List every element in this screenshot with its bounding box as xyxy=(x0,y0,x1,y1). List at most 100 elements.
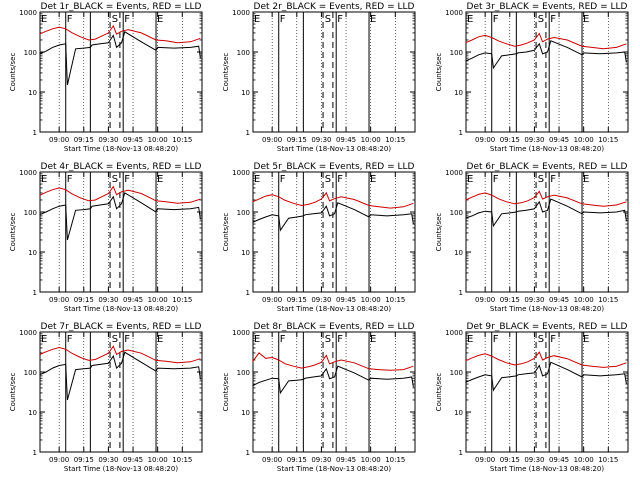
x-axis-label: Start Time (18-Nov-13 08:48:20) xyxy=(277,465,391,473)
x-tick-label: 10:15 xyxy=(172,296,192,304)
x-tick-label: 09:15 xyxy=(500,136,520,144)
plot-frame xyxy=(252,11,416,133)
x-tick-label: 09:45 xyxy=(549,136,569,144)
y-tick-label: 10 xyxy=(241,409,250,417)
series-line-lld xyxy=(39,24,201,44)
x-tick-label: 10:15 xyxy=(385,136,405,144)
x-tick-label: 09:30 xyxy=(311,136,331,144)
chart-title: Det 4r_BLACK = Events, RED = LLD xyxy=(41,162,202,172)
x-tick-label: 09:45 xyxy=(123,136,143,144)
marker-label-e: E xyxy=(370,174,376,185)
x-tick-label: 09:15 xyxy=(500,296,520,304)
y-tick-label: 1000 xyxy=(445,9,463,17)
x-tick-label: 09:30 xyxy=(524,136,544,144)
chart-title: Det 2r_BLACK = Events, RED = LLD xyxy=(254,2,415,12)
x-tick-label: 09:45 xyxy=(549,296,569,304)
y-tick-label: 10 xyxy=(241,89,250,97)
series-line-events xyxy=(252,202,414,232)
y-tick-label: 100 xyxy=(237,209,250,217)
x-tick-label: 09:45 xyxy=(336,136,356,144)
x-tick-label: 09:45 xyxy=(123,456,143,464)
chart-panel-4: Det 4r_BLACK = Events, RED = LLD 1 10 100 10… xyxy=(9,162,203,313)
x-tick-label: 10:00 xyxy=(361,136,381,144)
marker-label-e: E xyxy=(41,174,47,185)
chart-title: Det 3r_BLACK = Events, RED = LLD xyxy=(467,2,628,12)
chart-title: Det 7r_BLACK = Events, RED = LLD xyxy=(41,322,202,332)
chart-panel-1: Det 1r_BLACK = Events, RED = LLD 1 10 100 10… xyxy=(9,2,203,153)
y-tick-label: 1000 xyxy=(445,169,463,177)
y-axis-label: Counts/sec xyxy=(9,213,17,252)
marker-label-f: F xyxy=(550,14,556,25)
chart-panel-3: Det 3r_BLACK = Events, RED = LLD 1 10 100 10… xyxy=(435,2,629,153)
y-axis-label: Counts/sec xyxy=(435,53,443,92)
marker-label-e: E xyxy=(583,174,589,185)
plot-frame xyxy=(39,331,203,453)
y-axis-label: Counts/sec xyxy=(435,213,443,252)
chart-title: Det 6r_BLACK = Events, RED = LLD xyxy=(467,162,628,172)
series-line-lld xyxy=(252,191,414,209)
plot-frame xyxy=(465,171,629,293)
y-tick-label: 100 xyxy=(24,369,37,377)
x-tick-label: 09:15 xyxy=(500,456,520,464)
plot-frame xyxy=(39,11,203,133)
marker-label-f: F xyxy=(67,14,73,25)
x-axis-label: Start Time (18-Nov-13 08:48:20) xyxy=(277,145,391,153)
marker-label-e: E xyxy=(467,14,473,25)
y-tick-label: 10 xyxy=(28,249,37,257)
marker-label-f: F xyxy=(550,334,556,345)
y-tick-label: 1000 xyxy=(19,329,37,337)
marker-label-f: F xyxy=(493,334,499,345)
series-line-lld xyxy=(39,185,201,204)
x-tick-label: 09:15 xyxy=(287,296,307,304)
y-tick-label: 1000 xyxy=(445,329,463,337)
marker-label-f: F xyxy=(493,14,499,25)
y-tick-label: 1000 xyxy=(232,169,250,177)
x-axis-label: Start Time (18-Nov-13 08:48:20) xyxy=(64,465,178,473)
marker-label-s: S xyxy=(538,174,544,185)
chart-panel-6: Det 6r_BLACK = Events, RED = LLD 1 10 100 10… xyxy=(435,162,629,313)
chart-panel-7: Det 7r_BLACK = Events, RED = LLD 1 10 100 10… xyxy=(9,322,203,473)
x-tick-label: 10:15 xyxy=(172,136,192,144)
x-tick-label: 09:00 xyxy=(49,136,69,144)
chart-title: Det 1r_BLACK = Events, RED = LLD xyxy=(41,2,202,12)
x-tick-label: 10:15 xyxy=(598,296,618,304)
marker-label-f: F xyxy=(67,174,73,185)
series-line-events xyxy=(465,40,627,70)
y-tick-label: 1 xyxy=(459,449,463,457)
y-tick-label: 100 xyxy=(24,209,37,217)
x-tick-label: 09:30 xyxy=(311,456,331,464)
x-tick-label: 10:00 xyxy=(361,456,381,464)
y-tick-label: 10 xyxy=(28,409,37,417)
y-axis-label: Counts/sec xyxy=(222,53,230,92)
x-tick-label: 09:00 xyxy=(262,296,282,304)
x-tick-label: 10:00 xyxy=(148,136,168,144)
x-axis-label: Start Time (18-Nov-13 08:48:20) xyxy=(277,305,391,313)
y-tick-label: 1 xyxy=(246,129,250,137)
y-tick-label: 100 xyxy=(450,209,463,217)
x-tick-label: 09:45 xyxy=(336,296,356,304)
marker-label-e: E xyxy=(254,334,260,345)
x-axis-label: Start Time (18-Nov-13 08:48:20) xyxy=(490,465,604,473)
x-tick-label: 09:15 xyxy=(74,136,94,144)
y-tick-label: 100 xyxy=(237,369,250,377)
marker-label-f: F xyxy=(337,174,343,185)
marker-label-e: E xyxy=(370,334,376,345)
x-tick-label: 10:00 xyxy=(148,456,168,464)
y-tick-label: 1000 xyxy=(19,169,37,177)
marker-label-s: S xyxy=(325,334,331,345)
y-tick-label: 10 xyxy=(454,409,463,417)
x-tick-label: 10:00 xyxy=(574,296,594,304)
plot-frame xyxy=(252,331,416,453)
marker-label-e: E xyxy=(467,334,473,345)
series-line-events xyxy=(465,361,627,392)
y-axis-label: Counts/sec xyxy=(222,373,230,412)
marker-label-f: F xyxy=(493,174,499,185)
x-tick-label: 09:15 xyxy=(287,456,307,464)
marker-label-f: F xyxy=(280,14,286,25)
chart-title: Det 5r_BLACK = Events, RED = LLD xyxy=(254,162,415,172)
series-line-lld xyxy=(252,352,414,371)
chart-title: Det 9r_BLACK = Events, RED = LLD xyxy=(467,322,628,332)
y-axis-label: Counts/sec xyxy=(9,53,17,92)
marker-label-s: S xyxy=(325,174,331,185)
y-axis-label: Counts/sec xyxy=(9,373,17,412)
